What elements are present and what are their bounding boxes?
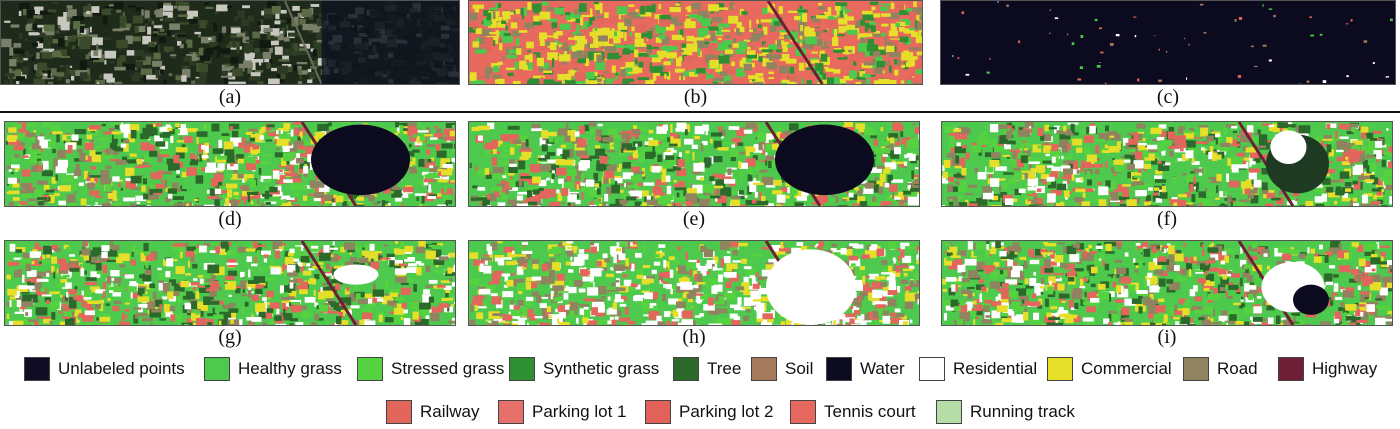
caption-f: (f) [1157,208,1177,230]
panel-e [468,121,920,207]
panel-d-image [4,121,456,207]
legend-label: Railway [420,402,480,421]
panel-b-image [468,0,923,85]
panel-b-svg [469,1,922,84]
panel-i [941,240,1393,326]
panel-h [468,240,920,326]
legend-swatch [645,400,671,424]
panel-a [0,0,460,85]
legend-swatch [386,400,412,424]
panel-g-image [4,240,456,326]
legend-swatch [509,357,535,381]
legend-row-1: Unlabeled points Healthy grass Stressed … [0,356,1400,382]
legend-label: Running track [970,402,1075,421]
legend-label: Water [860,359,905,378]
panel-a-svg [1,1,459,84]
caption-g: (g) [218,326,242,348]
caption-c: (c) [1156,86,1180,108]
legend-swatch [498,400,524,424]
legend-item-road: Road [1183,356,1258,382]
legend-item-parking-lot-2: Parking lot 2 [645,399,774,425]
panel-f-svg [942,122,1392,206]
legend-label: Commercial [1081,359,1172,378]
legend-item-highway: Highway [1278,356,1377,382]
panel-a-image [0,0,460,85]
caption-d: (d) [218,208,242,230]
legend-swatch [673,357,699,381]
legend-label: Highway [1312,359,1378,378]
legend-item-unlabeled-points: Unlabeled points [24,356,185,382]
panel-h-image [468,240,920,326]
legend-label: Healthy grass [238,359,342,378]
legend-item-running-track: Running track [936,399,1075,425]
panel-c-svg [941,1,1395,84]
legend-label: Stressed grass [391,359,505,378]
legend-item-parking-lot-1: Parking lot 1 [498,399,627,425]
legend-label: Road [1217,359,1258,378]
legend-swatch [1047,357,1073,381]
panel-c [940,0,1396,85]
legend-label: Tree [707,359,742,378]
legend-swatch [919,357,945,381]
legend-item-stressed-grass: Stressed grass [357,356,504,382]
legend-label: Residential [953,359,1038,378]
panel-c-image [940,0,1396,85]
panel-f-image [941,121,1393,207]
legend-item-commercial: Commercial [1047,356,1172,382]
panel-d [4,121,456,207]
legend-swatch [751,357,777,381]
legend-item-railway: Railway [386,399,480,425]
legend-swatch [204,357,230,381]
legend-item-water: Water [826,356,905,382]
panel-i-image [941,240,1393,326]
legend-swatch [357,357,383,381]
panel-b [468,0,923,85]
legend-row-2: Railway Parking lot 1 Parking lot 2 Tenn… [0,399,1400,425]
legend-swatch [826,357,852,381]
legend-label: Unlabeled points [58,359,185,378]
panel-e-svg [469,122,919,206]
legend-label: Soil [785,359,814,378]
legend-item-residential: Residential [919,356,1037,382]
legend-swatch [1278,357,1304,381]
legend-item-soil: Soil [751,356,813,382]
legend-swatch [1183,357,1209,381]
legend-swatch [790,400,816,424]
legend-label: Parking lot 1 [532,402,627,421]
caption-h: (h) [682,326,706,348]
caption-a: (a) [218,86,242,108]
caption-e: (e) [682,208,706,230]
panel-i-svg [942,241,1392,325]
legend-item-tennis-court: Tennis court [790,399,916,425]
panel-e-image [468,121,920,207]
legend-label: Tennis court [824,402,916,421]
legend-item-tree: Tree [673,356,741,382]
panel-g [4,240,456,326]
panel-f [941,121,1393,207]
legend-label: Parking lot 2 [679,402,774,421]
separator-rule [0,111,1400,113]
legend-item-synthetic-grass: Synthetic grass [509,356,659,382]
caption-i: (i) [1157,326,1177,348]
panel-h-svg [469,241,919,325]
legend-swatch [936,400,962,424]
legend-label: Synthetic grass [543,359,660,378]
legend-item-healthy-grass: Healthy grass [204,356,342,382]
panel-g-svg [5,241,455,325]
legend-swatch [24,357,50,381]
panel-d-svg [5,122,455,206]
caption-b: (b) [683,86,708,108]
